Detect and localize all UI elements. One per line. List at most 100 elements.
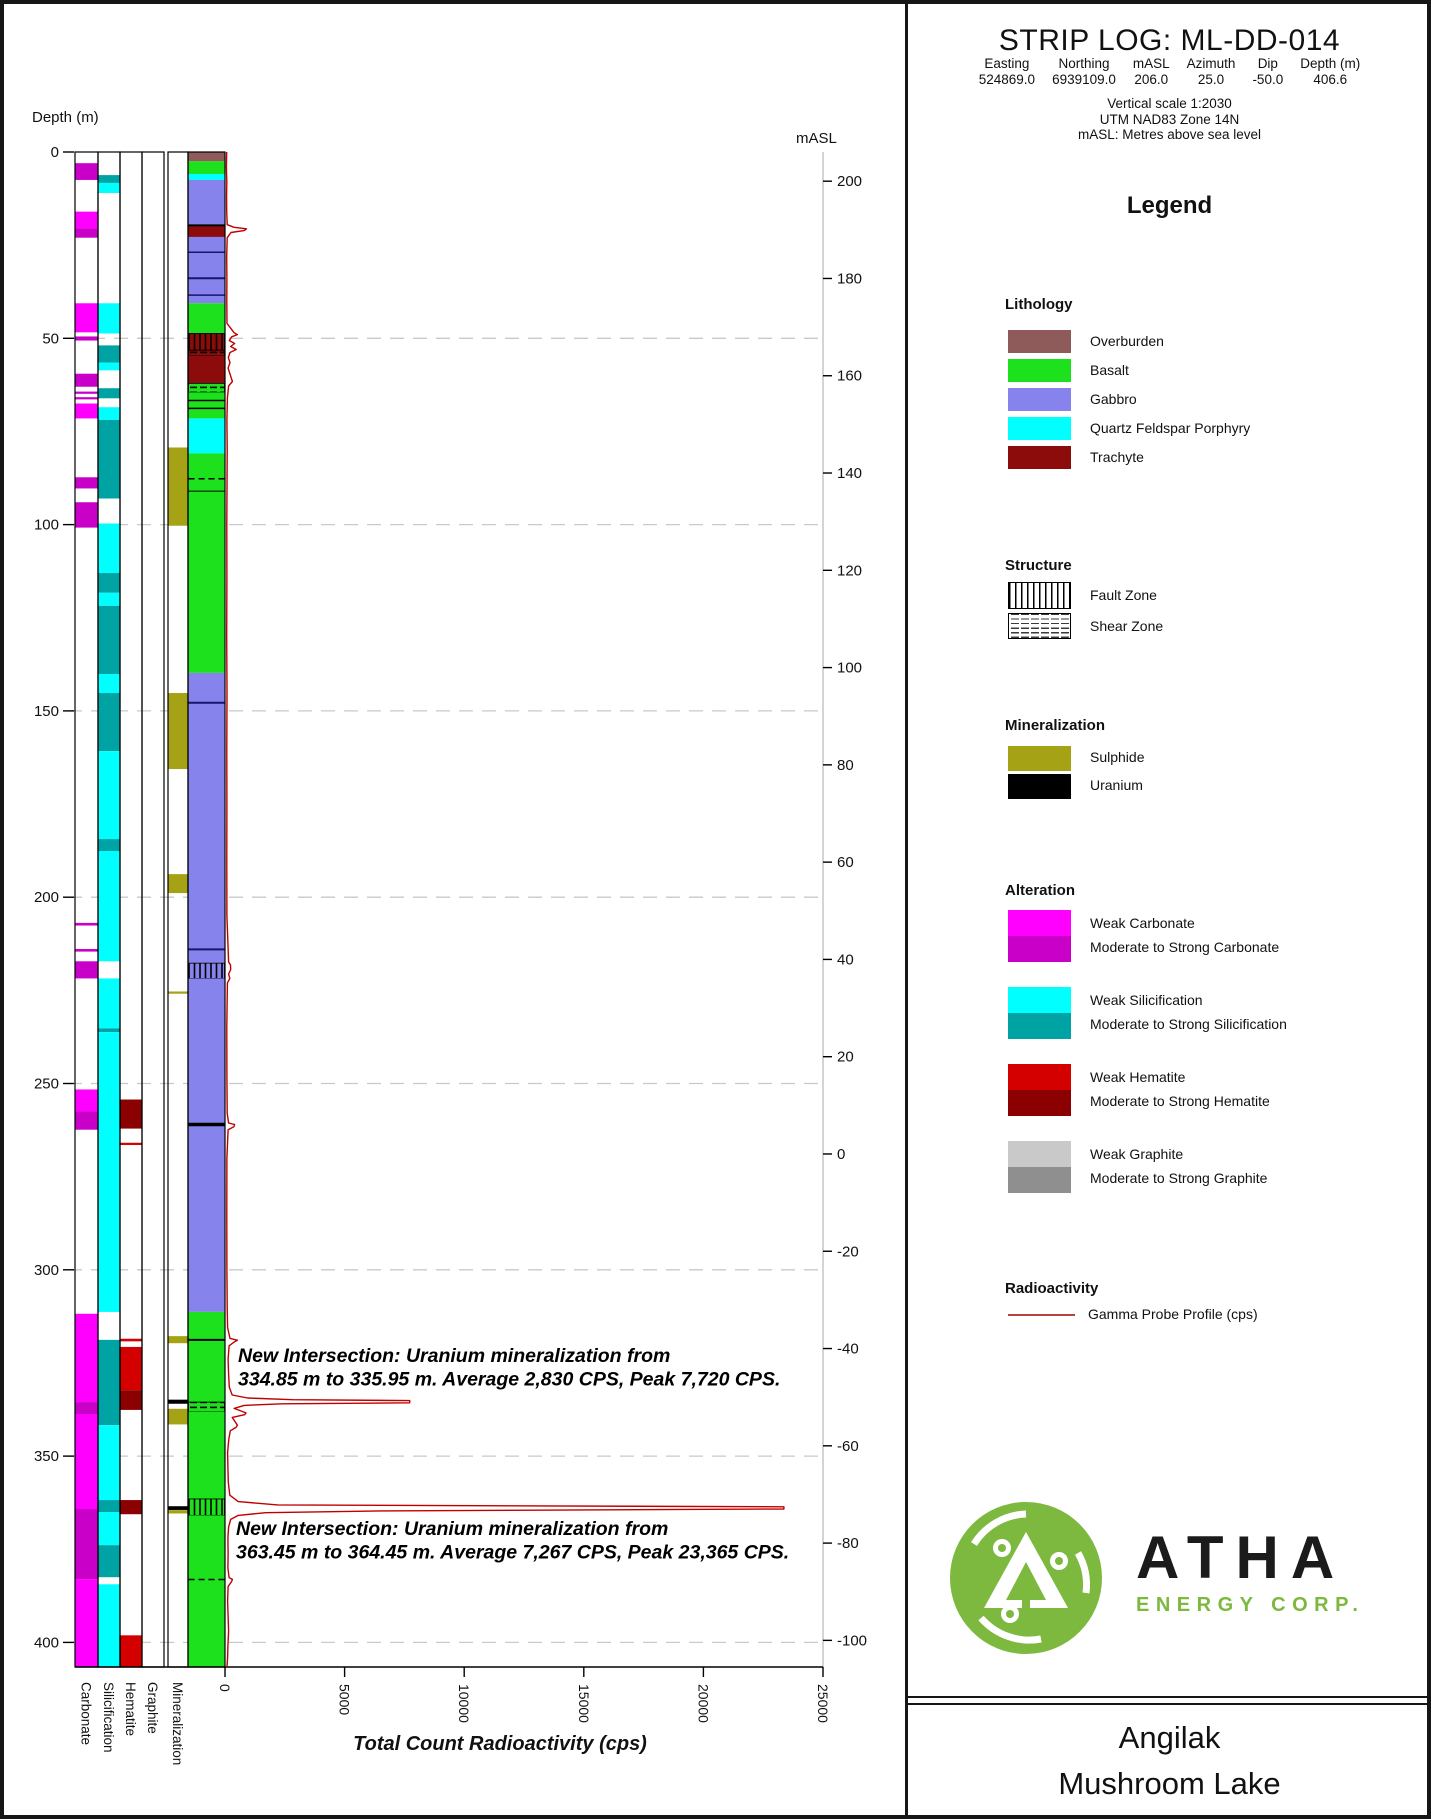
fault-zone-overlay [188,962,225,979]
logo-company-subtitle: ENERGY CORP. [1136,1594,1365,1616]
hole-info-value: 524869.0 [978,72,1036,87]
hole-info-field: Dip -50.0 [1252,56,1283,88]
legend-alteration-group: Weak Carbonate Moderate to Strong Carbona… [1008,910,1388,962]
mineralization-interval-sulphide [168,693,188,770]
legend-heading-mineralization: Mineralization [1005,717,1106,734]
masl-axis-title: mASL [796,130,837,147]
alteration-swatch-strong [1008,1167,1071,1193]
mineralization-interval-sulphide [168,874,188,894]
silicification-interval [98,839,120,852]
legend-heading-radioactivity: Radioactivity [1005,1280,1099,1297]
carbonate-interval [75,336,98,341]
silicification-interval [98,1425,120,1501]
lithology-interval-gabbro [188,672,225,964]
hole-info-value: 206.0 [1134,72,1169,87]
silicification-interval [98,388,120,399]
masl-tick-label-0: 0 [837,1146,845,1163]
mineralization-interval-sulphide [168,991,188,994]
silicification-interval [98,303,120,334]
logo-text: ATHA ENERGY CORP. [1136,1528,1364,1617]
silicification-interval [98,605,120,675]
cps-tick-label-15000: 15000 [576,1684,592,1723]
lithology-interval-basalt [188,161,225,174]
legend-heading-alteration: Alteration [1005,882,1076,899]
carbonate-interval [75,477,98,489]
legend-alteration-group: Weak Silicification Moderate to Strong Si… [1008,987,1388,1039]
lithology-interval-quartz-feldspar-porphyry [188,173,225,180]
alteration-strong-label: Moderate to Strong Silicification [1090,1016,1287,1032]
lithology-swatch [1008,330,1071,353]
carbonate-interval [75,1313,98,1403]
column-label-graphite: Graphite [145,1682,160,1734]
depth-tick-label-300: 300 [34,1262,59,1279]
lithology-interval-basalt [188,392,225,419]
masl-tick-label-180: 180 [837,270,862,287]
alteration-swatch-strong [1008,1090,1071,1116]
silicification-interval [98,1028,120,1033]
masl-tick-label-200: 200 [837,173,862,190]
lithology-swatch [1008,446,1071,469]
shear-zone-overlay [188,382,225,393]
alteration-strong-label: Moderate to Strong Graphite [1090,1170,1268,1186]
lithology-swatch [1008,359,1071,382]
carbonate-interval [75,1089,98,1112]
depth-tick-label-0: 0 [51,144,59,161]
alteration-swatch-weak [1008,987,1071,1013]
legend-item-overburden: Overburden [1008,330,1388,356]
lithology-interval-basalt [188,1311,225,1403]
mineralization-swatch [1008,774,1071,799]
hole-info-value: -50.0 [1252,72,1284,87]
column-label-silicification: Silicification [101,1682,116,1753]
mineralization-interval-sulphide [168,447,188,526]
alteration-swatch-weak [1008,1064,1071,1090]
intersection-annotation-2: New Intersection: Uranium mineralization… [236,1518,789,1564]
alteration-swatch [1008,910,1071,962]
cps-axis-title: Total Count Radioactivity (cps) [353,1733,647,1755]
masl-tick-label-40: 40 [837,951,854,968]
cps-tick-label-10000: 10000 [456,1684,472,1723]
legend-item-gabbro: Gabbro [1008,388,1388,414]
cps-tick-label-20000: 20000 [695,1684,711,1723]
hole-info-value: 6939109.0 [1052,72,1116,87]
carbonate-interval [75,228,98,238]
company-logo: ATHA ENERGY CORP. [946,1498,1396,1673]
silicification-interval [98,978,120,1029]
masl-tick-label-80: 80 [837,757,854,774]
depth-tick-label-150: 150 [34,703,59,720]
alteration-weak-label: Weak Carbonate [1090,915,1195,931]
alteration-weak-label: Weak Hematite [1090,1069,1186,1085]
alteration-strong-label: Moderate to Strong Hematite [1090,1093,1270,1109]
masl-tick-label-140: 140 [837,465,862,482]
hole-info-field: Depth (m) 406.6 [1300,56,1360,88]
masl-tick-label-100: 100 [837,660,862,677]
lithology-interval-trachyte [188,225,225,237]
legend-item-trachyte: Trachyte [1008,446,1388,472]
note-utm-zone: UTM NAD83 Zone 14N [1099,111,1240,127]
silicification-interval [98,345,120,363]
carbonate-interval [75,373,98,387]
note-masl: mASL: Metres above sea level [1077,127,1262,142]
lithology-interval-quartz-feldspar-porphyry [188,418,225,454]
scale-notes: Vertical scale 1:2030 UTM NAD83 Zone 14N… [908,96,1431,143]
depth-axis-title: Depth (m) [32,109,99,126]
hematite-interval [120,1500,142,1515]
silicification-interval [98,751,120,840]
legend-heading-structure: Structure [1005,557,1072,574]
mineralization-interval-uranium [168,1399,188,1404]
legend-alteration-group: Weak Hematite Moderate to Strong Hematite [1008,1064,1388,1116]
masl-tick-label-60: 60 [837,854,854,871]
gamma-line-swatch [1008,1314,1075,1316]
hematite-interval [120,1635,142,1667]
legend-alteration-group: Weak Graphite Moderate to Strong Graphite [1008,1141,1388,1193]
mineralization-label: Sulphide [1090,749,1145,765]
lithology-interval-gabbro [188,179,225,226]
alteration-swatch [1008,1141,1071,1193]
lithology-label: Overburden [1090,333,1164,349]
carbonate-interval [75,1414,98,1510]
lithology-interval-basalt [188,453,225,673]
alteration-strong-label: Moderate to Strong Carbonate [1090,939,1280,955]
legend-item-fault-zone: Fault Zone [1008,582,1388,609]
silicification-interval [98,523,120,574]
carbonate-interval [75,1402,98,1415]
legend-heading-lithology: Lithology [1005,296,1073,313]
